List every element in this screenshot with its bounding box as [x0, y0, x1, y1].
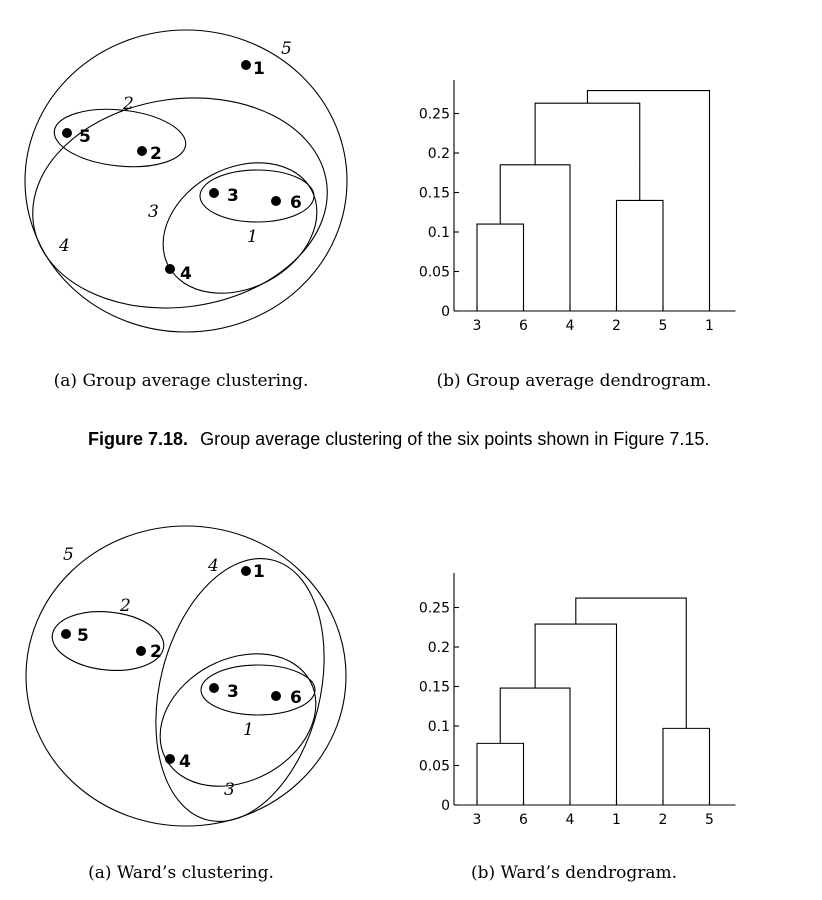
point-label-2: 2	[150, 642, 162, 662]
point-label-2: 2	[150, 144, 162, 164]
y-tick-label: 0.2	[428, 640, 450, 656]
y-tick-label: 0.15	[419, 186, 450, 202]
figure-caption: Figure 7.18. Group average clustering of…	[88, 429, 709, 449]
point-marker	[209, 683, 219, 693]
figure-caption-text: Group average clustering of the six poin…	[200, 429, 709, 449]
merge-link	[534, 623, 618, 805]
cluster-label-2: 2	[119, 596, 131, 616]
cluster-ring-4	[155, 557, 325, 823]
y-tick-label: 0	[441, 798, 450, 814]
point-marker	[271, 691, 281, 701]
y-tick-label: 0.1	[428, 225, 450, 241]
leaf-label: 2	[659, 812, 668, 828]
cluster-label-1: 1	[247, 227, 258, 247]
point-label-6: 6	[290, 193, 302, 213]
merge-link	[534, 102, 641, 201]
point-marker	[165, 264, 175, 274]
merge-link	[662, 727, 711, 805]
y-tick-label: 0.05	[419, 759, 450, 775]
merge-link	[476, 223, 525, 311]
point-label-3: 3	[227, 186, 239, 206]
cluster-label-1: 1	[243, 720, 254, 740]
point-marker	[241, 566, 251, 576]
scatter-caption-ward: (a) Ward’s clustering.	[88, 863, 274, 883]
y-tick-label: 0.15	[419, 680, 450, 696]
point-label-4: 4	[180, 264, 192, 284]
cluster-label-4: 4	[207, 556, 219, 576]
dendrogram-caption-group-average: (b) Group average dendrogram.	[437, 371, 712, 391]
y-tick-label: 0.2	[428, 146, 450, 162]
ward-dendrogram: 0 0.05 0.1 0.15 0.2 0.25 3 6 4 1 2 5	[419, 573, 736, 828]
cluster-ring-4	[32, 97, 328, 309]
point-marker	[62, 128, 72, 138]
leaf-label: 5	[705, 812, 714, 828]
cluster-label-5: 5	[63, 545, 74, 565]
group-average-dendrogram: 0 0.05 0.1 0.15 0.2 0.25 3 6 4 2 5 1	[419, 80, 736, 334]
point-marker	[241, 60, 251, 70]
point-label-5: 5	[77, 626, 89, 646]
merge-link	[575, 597, 687, 729]
merge-link	[499, 164, 571, 311]
leaf-label: 5	[659, 318, 668, 334]
merge-link	[476, 742, 525, 805]
cluster-ring-1	[200, 664, 316, 716]
ward-scatter: 1 5 2 3 6 4 5 4 2 1 3	[25, 525, 347, 827]
group-average-scatter: 1 5 2 3 6 4 5 2 3 1 4	[24, 29, 348, 333]
leaf-label: 3	[473, 318, 482, 334]
cluster-label-2: 2	[122, 94, 134, 114]
leaf-label: 4	[566, 318, 575, 334]
point-label-1: 1	[253, 562, 265, 582]
point-label-3: 3	[227, 682, 239, 702]
cluster-ring-5	[25, 525, 347, 827]
leaf-label: 3	[473, 812, 482, 828]
point-label-5: 5	[79, 127, 91, 147]
point-marker	[137, 146, 147, 156]
cluster-ring-1	[199, 169, 315, 223]
point-marker	[136, 646, 146, 656]
point-marker	[209, 188, 219, 198]
cluster-label-3: 3	[148, 202, 159, 222]
cluster-label-5: 5	[281, 39, 292, 59]
figure-number: Figure 7.18.	[88, 429, 188, 449]
y-tick-label: 0.25	[419, 601, 450, 617]
cluster-ring-2	[51, 611, 165, 671]
cluster-ring-2	[53, 108, 187, 168]
leaf-label: 1	[612, 812, 621, 828]
y-tick-label: 0.25	[419, 107, 450, 123]
point-label-4: 4	[179, 752, 191, 772]
leaf-label: 4	[566, 812, 575, 828]
leaf-label: 1	[705, 318, 714, 334]
point-marker	[271, 196, 281, 206]
merge-link	[499, 687, 571, 805]
merge-link	[615, 199, 664, 311]
dendrogram-caption-ward: (b) Ward’s dendrogram.	[471, 863, 677, 883]
point-label-1: 1	[253, 59, 265, 79]
cluster-ring-3	[162, 162, 318, 294]
scatter-caption-group-average: (a) Group average clustering.	[54, 371, 309, 391]
y-tick-label: 0.05	[419, 265, 450, 281]
y-tick-label: 0.1	[428, 719, 450, 735]
leaf-label: 2	[612, 318, 621, 334]
leaf-label: 6	[519, 812, 528, 828]
y-tick-label: 0	[441, 304, 450, 320]
cluster-label-3: 3	[224, 780, 235, 800]
point-marker	[61, 629, 71, 639]
cluster-ring-5	[24, 29, 348, 333]
point-label-6: 6	[290, 688, 302, 708]
leaf-label: 6	[519, 318, 528, 334]
merge-link	[586, 90, 711, 311]
point-marker	[165, 754, 175, 764]
cluster-label-4: 4	[58, 236, 70, 256]
